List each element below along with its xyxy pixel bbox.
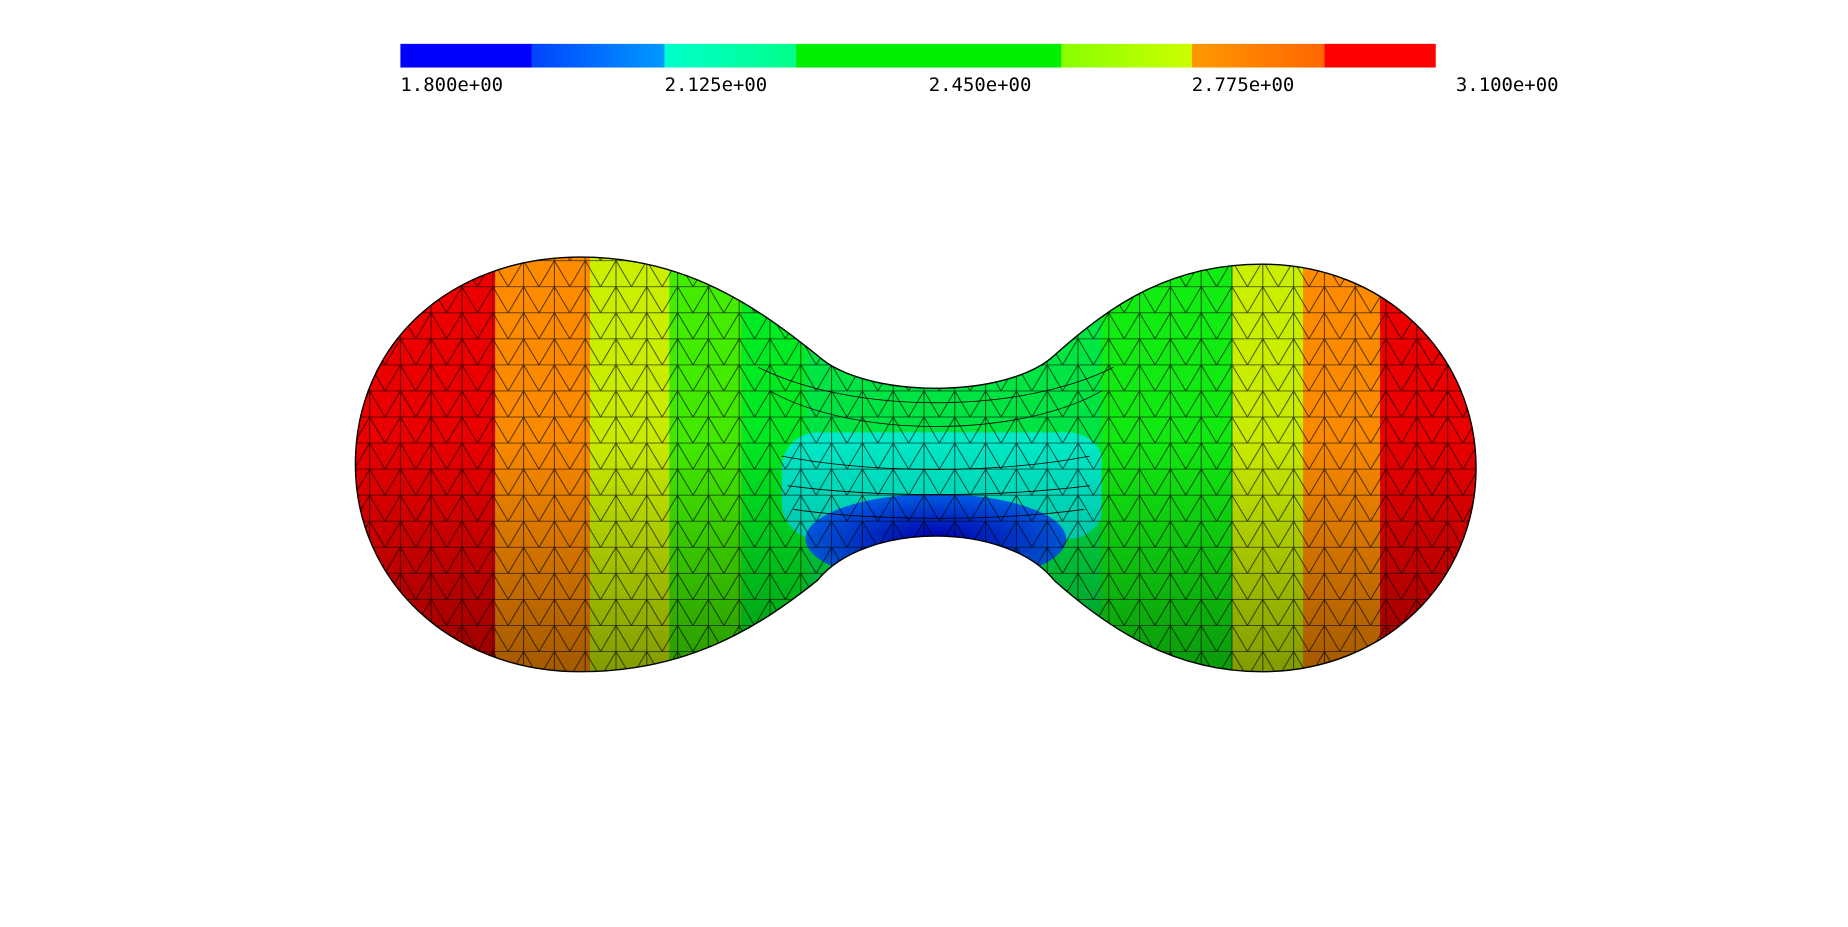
colorbar-band [664,43,797,68]
colorbar-label: 1.800e+00 [400,74,503,96]
colorbar-label: 2.450e+00 [929,74,1032,96]
mesh-surface [355,257,1477,672]
colorbar-band [1324,43,1436,68]
colorbar-band [796,43,1062,68]
colorbar-label: 3.100e+00 [1456,74,1559,96]
colorbar-label: 2.125e+00 [665,74,768,96]
colorbar-label: 2.775e+00 [1192,74,1295,96]
colorbar-band [531,43,665,68]
surface-outline [354,256,1477,673]
colorbar: 1.800e+00 2.125e+00 2.450e+00 2.775e+00 … [400,43,1559,96]
colorbar-band [1191,43,1325,68]
colorbar-band [1061,43,1192,68]
colorbar-band [400,43,532,68]
